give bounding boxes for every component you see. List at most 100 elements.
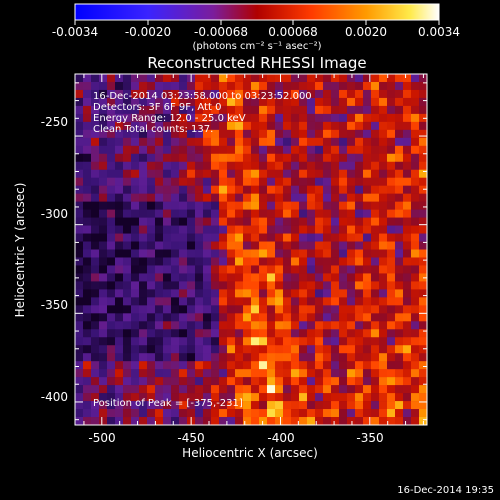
image-pixel — [227, 113, 236, 123]
image-pixel — [411, 337, 420, 346]
image-pixel — [139, 185, 148, 194]
image-pixel — [403, 337, 412, 346]
image-pixel — [323, 185, 332, 194]
image-pixel — [315, 97, 324, 107]
image-pixel — [275, 377, 284, 386]
image-pixel — [339, 233, 348, 242]
image-pixel — [131, 385, 140, 394]
image-pixel — [115, 345, 124, 354]
image-pixel — [171, 257, 180, 266]
image-pixel — [411, 97, 420, 107]
image-pixel — [299, 217, 308, 226]
image-pixel — [171, 361, 180, 370]
image-pixel — [219, 225, 228, 234]
image-pixel — [411, 89, 420, 99]
image-pixel — [299, 417, 308, 426]
image-pixel — [379, 225, 388, 234]
image-pixel — [227, 401, 236, 410]
image-pixel — [107, 337, 116, 346]
image-pixel — [403, 377, 412, 386]
image-pixel — [147, 289, 156, 298]
image-pixel — [315, 401, 324, 410]
image-pixel — [379, 74, 388, 83]
image-pixel — [323, 281, 332, 290]
image-pixel — [99, 185, 108, 194]
image-pixel — [171, 329, 180, 338]
image-pixel — [243, 353, 252, 362]
image-pixel — [267, 417, 276, 426]
image-pixel — [163, 193, 172, 202]
image-pixel — [187, 369, 196, 378]
image-pixel — [243, 161, 252, 171]
image-pixel — [299, 241, 308, 250]
image-pixel — [211, 233, 220, 242]
image-pixel — [163, 217, 172, 226]
image-pixel — [243, 89, 252, 99]
image-pixel — [291, 74, 300, 83]
image-pixel — [211, 377, 220, 386]
image-pixel — [299, 361, 308, 370]
image-pixel — [291, 273, 300, 282]
image-pixel — [387, 145, 396, 155]
image-pixel — [227, 74, 236, 83]
image-pixel — [363, 81, 372, 91]
image-pixel — [251, 153, 260, 163]
image-pixel — [259, 289, 268, 298]
image-pixel — [187, 353, 196, 362]
image-pixel — [139, 281, 148, 290]
image-pixel — [195, 225, 204, 234]
image-pixel — [227, 233, 236, 242]
image-pixel — [171, 169, 180, 179]
image-pixel — [75, 297, 84, 306]
image-pixel — [131, 89, 140, 99]
image-pixel — [147, 89, 156, 99]
image-pixel — [395, 289, 404, 298]
image-pixel — [371, 409, 380, 418]
image-pixel — [299, 145, 308, 155]
image-pixel — [139, 329, 148, 338]
image-pixel — [403, 273, 412, 282]
image-pixel — [107, 361, 116, 370]
image-pixel — [371, 193, 380, 202]
image-pixel — [195, 289, 204, 298]
image-pixel — [75, 201, 84, 210]
image-pixel — [315, 193, 324, 202]
image-pixel — [83, 281, 92, 290]
image-pixel — [275, 177, 284, 186]
image-pixel — [131, 129, 140, 139]
image-pixel — [195, 313, 204, 322]
image-pixel — [267, 313, 276, 322]
image-pixel — [307, 105, 316, 115]
image-pixel — [211, 409, 220, 418]
image-pixel — [291, 241, 300, 250]
image-pixel — [355, 377, 364, 386]
image-pixel — [123, 321, 132, 330]
image-pixel — [243, 74, 252, 83]
image-pixel — [115, 337, 124, 346]
image-pixel — [323, 377, 332, 386]
image-pixel — [115, 113, 124, 123]
image-pixel — [99, 409, 108, 418]
image-pixel — [171, 297, 180, 306]
image-pixel — [315, 321, 324, 330]
image-pixel — [251, 385, 260, 394]
image-pixel — [203, 217, 212, 226]
image-pixel — [403, 329, 412, 338]
image-pixel — [307, 281, 316, 290]
image-pixel — [115, 241, 124, 250]
image-pixel — [395, 313, 404, 322]
image-pixel — [339, 409, 348, 418]
image-pixel — [267, 161, 276, 171]
image-pixel — [403, 297, 412, 306]
image-pixel — [235, 161, 244, 171]
image-pixel — [267, 249, 276, 258]
image-pixel — [91, 329, 100, 338]
image-pixel — [371, 321, 380, 330]
image-pixel — [187, 281, 196, 290]
image-pixel — [75, 89, 84, 99]
image-pixel — [179, 129, 188, 139]
image-pixel — [131, 337, 140, 346]
image-pixel — [91, 225, 100, 234]
image-pixel — [419, 129, 428, 139]
image-pixel — [195, 409, 204, 418]
